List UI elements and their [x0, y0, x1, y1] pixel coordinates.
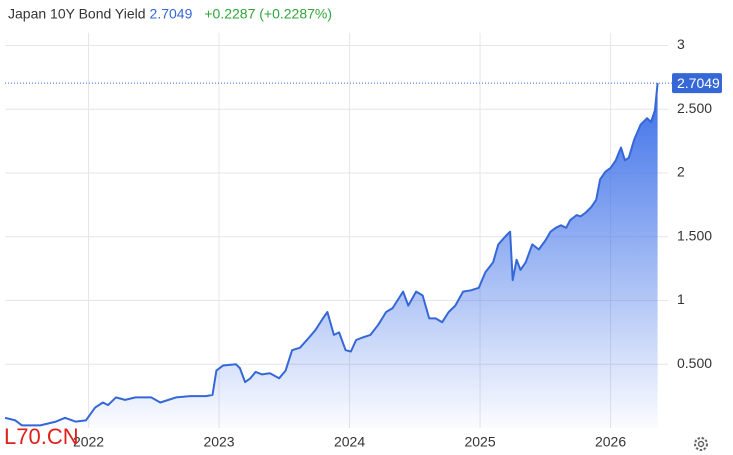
y-tick-label: 3 [677, 36, 685, 52]
y-tick-label: 1.500 [677, 227, 712, 243]
header-price: 2.7049 [150, 6, 193, 22]
y-tick-label: 2.500 [677, 100, 712, 116]
x-tick-label: 2022 [73, 434, 104, 450]
last-value-box [672, 73, 722, 94]
line [4, 83, 659, 427]
plot-area: 0.500 1 1.500 2 2.500 3 2022 2023 2024 2025 2026 2.… [4, 32, 722, 450]
x-tick-label: 2025 [464, 434, 495, 450]
header-change: +0.2287 (+0.2287%) [204, 6, 332, 22]
x-tick-label: 2023 [203, 434, 234, 450]
last-value-label: 2.7049 [677, 75, 720, 91]
y-tick-label: 2 [677, 164, 685, 180]
y-tick-label: 1 [677, 291, 685, 307]
area [5, 83, 658, 428]
watermark: L70.CN [4, 424, 79, 449]
chart-title: Japan 10Y Bond Yield [8, 6, 146, 22]
settings-icon[interactable] [694, 437, 708, 451]
y-tick-label: 0.500 [677, 355, 712, 371]
x-tick-label: 2026 [595, 434, 626, 450]
x-tick-label: 2024 [334, 434, 365, 450]
